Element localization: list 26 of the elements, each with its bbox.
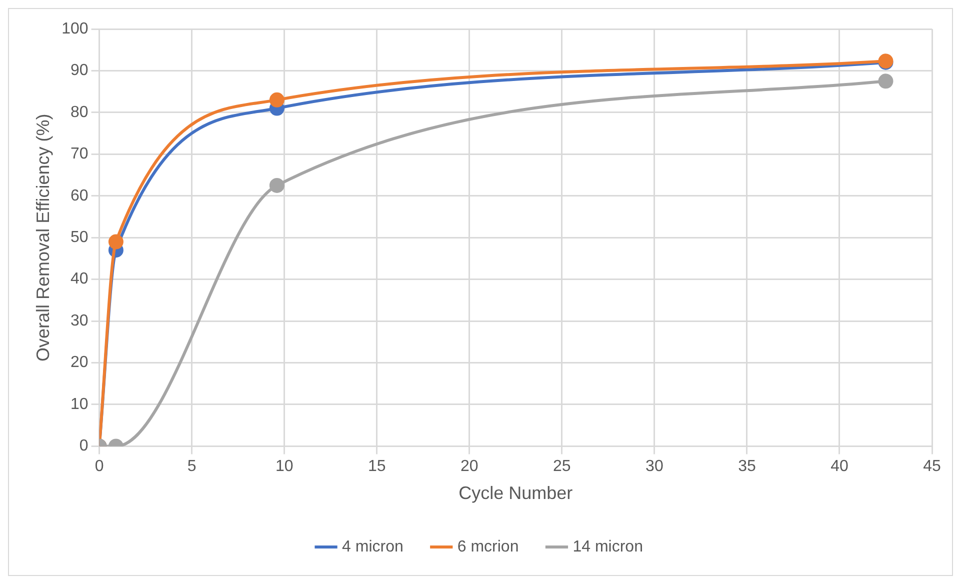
- x-tick-label: 20: [460, 458, 478, 476]
- legend-label: 14 micron: [572, 538, 643, 556]
- y-tick-label: 70: [70, 146, 88, 163]
- y-tick-label: 40: [70, 270, 88, 288]
- x-tick-label: 25: [553, 458, 571, 476]
- x-tick-label: 35: [738, 458, 756, 476]
- y-tick-label: 100: [62, 20, 88, 38]
- y-tick-label: 30: [70, 312, 88, 330]
- y-tick-label: 90: [70, 62, 88, 80]
- legend-label: 6 mcrion: [457, 538, 519, 556]
- y-tick-label: 60: [70, 187, 88, 204]
- y-axis-title: Overall Removal Efficiency (%): [32, 114, 53, 362]
- x-tick-label: 45: [923, 458, 941, 476]
- x-tick-label: 30: [646, 458, 664, 476]
- x-axis-title: Cycle Number: [458, 483, 573, 504]
- x-tick-label: 5: [187, 458, 196, 476]
- x-tick-label: 10: [275, 458, 294, 476]
- y-tick-label: 10: [70, 396, 88, 413]
- y-tick-label: 50: [70, 229, 88, 246]
- x-tick-label: 15: [368, 458, 386, 476]
- legend-label: 4 micron: [342, 538, 404, 556]
- y-tick-label: 20: [70, 354, 88, 372]
- x-tick-label: 0: [94, 458, 104, 476]
- y-tick-label: 80: [70, 104, 88, 121]
- x-tick-label: 40: [830, 458, 848, 476]
- y-tick-label: 0: [79, 438, 88, 455]
